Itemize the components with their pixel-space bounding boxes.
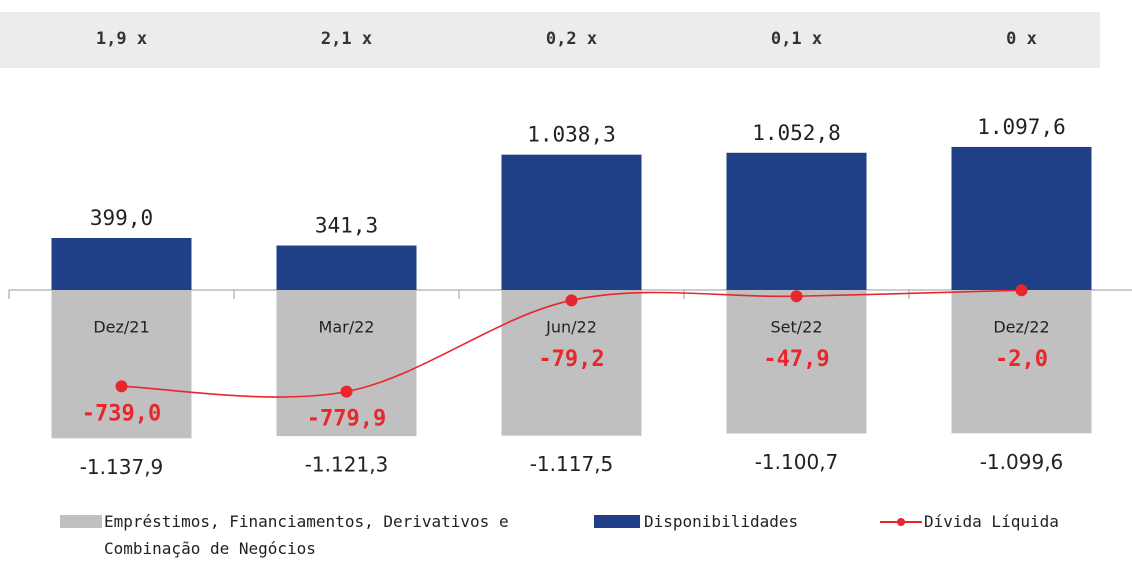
x-tick-label: Set/22	[770, 318, 822, 337]
annotation: 2,1 x	[321, 29, 372, 49]
bar	[951, 290, 1092, 434]
value-label: -1.099,6	[980, 450, 1064, 474]
value-label: -79,2	[538, 347, 604, 372]
value-label: -47,9	[763, 347, 829, 372]
annotation: 0,2 x	[546, 29, 597, 49]
bar	[501, 154, 642, 290]
annotation: 0 x	[1006, 29, 1037, 49]
legend-item: Dívida Líquida	[880, 508, 1059, 535]
value-label: 1.097,6	[977, 115, 1066, 139]
bar	[951, 146, 1092, 290]
value-label: -779,9	[307, 407, 386, 432]
x-tick-label: Dez/22	[993, 318, 1049, 337]
bar	[501, 290, 642, 436]
legend-label: Disponibilidades	[644, 512, 799, 531]
value-label: -1.100,7	[755, 450, 839, 474]
annotation: 0,1 x	[771, 29, 822, 49]
value-label: 1.038,3	[527, 123, 616, 147]
value-label: -1.117,5	[530, 452, 614, 476]
line-marker	[790, 290, 803, 303]
x-tick-label: Dez/21	[93, 318, 149, 337]
line-marker	[1015, 284, 1028, 297]
value-label: 399,0	[90, 206, 153, 230]
bar	[726, 152, 867, 290]
legend-label: Dívida Líquida	[924, 512, 1059, 531]
legend-item: Disponibilidades	[594, 508, 798, 535]
line-marker	[565, 294, 578, 307]
line-marker	[115, 380, 128, 393]
value-label: -739,0	[82, 401, 161, 426]
legend-item: Empréstimos, Financiamentos, Derivativos…	[60, 508, 530, 562]
line-marker	[340, 385, 353, 398]
bar	[276, 245, 417, 290]
legend-label: Empréstimos, Financiamentos, Derivativos…	[104, 512, 509, 558]
bar	[51, 237, 192, 290]
multiple-band	[0, 12, 1100, 68]
legend-swatch	[60, 515, 102, 528]
value-label: -1.121,3	[305, 453, 389, 477]
bar	[726, 290, 867, 434]
value-label: -1.137,9	[80, 455, 164, 479]
x-tick-label: Jun/22	[545, 318, 597, 337]
annotation: 1,9 x	[96, 29, 147, 49]
legend-marker	[897, 518, 905, 526]
x-tick-label: Mar/22	[319, 318, 375, 337]
legend-swatch	[594, 515, 640, 528]
bar	[276, 290, 417, 437]
value-label: 341,3	[315, 214, 378, 238]
value-label: 1.052,8	[752, 121, 841, 145]
bar	[51, 290, 192, 439]
value-label: -2,0	[995, 347, 1048, 372]
